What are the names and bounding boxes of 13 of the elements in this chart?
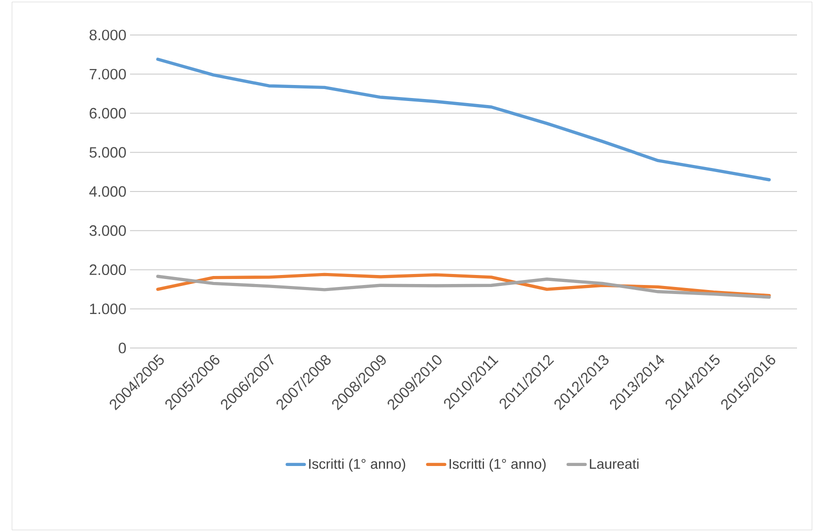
y-tick-label: 0 xyxy=(118,342,126,354)
y-tick-label: 3.000 xyxy=(90,225,126,236)
y-tick-label: 5.000 xyxy=(90,147,126,158)
legend-label: Iscritti (1° anno) xyxy=(450,458,546,472)
y-tick-label: 8.000 xyxy=(90,30,126,40)
y-tick-label: 1.000 xyxy=(90,304,126,314)
y-tick-label: 4.000 xyxy=(89,186,126,197)
y-tick-label: 2.000 xyxy=(90,264,126,276)
y-tick-label: 7.000 xyxy=(90,68,126,80)
legend-label: Iscritti (1° anno) xyxy=(309,458,406,472)
y-tick-label: 6.000 xyxy=(90,108,126,119)
line-series xyxy=(156,58,771,182)
legend-label: Laureati xyxy=(590,458,638,469)
